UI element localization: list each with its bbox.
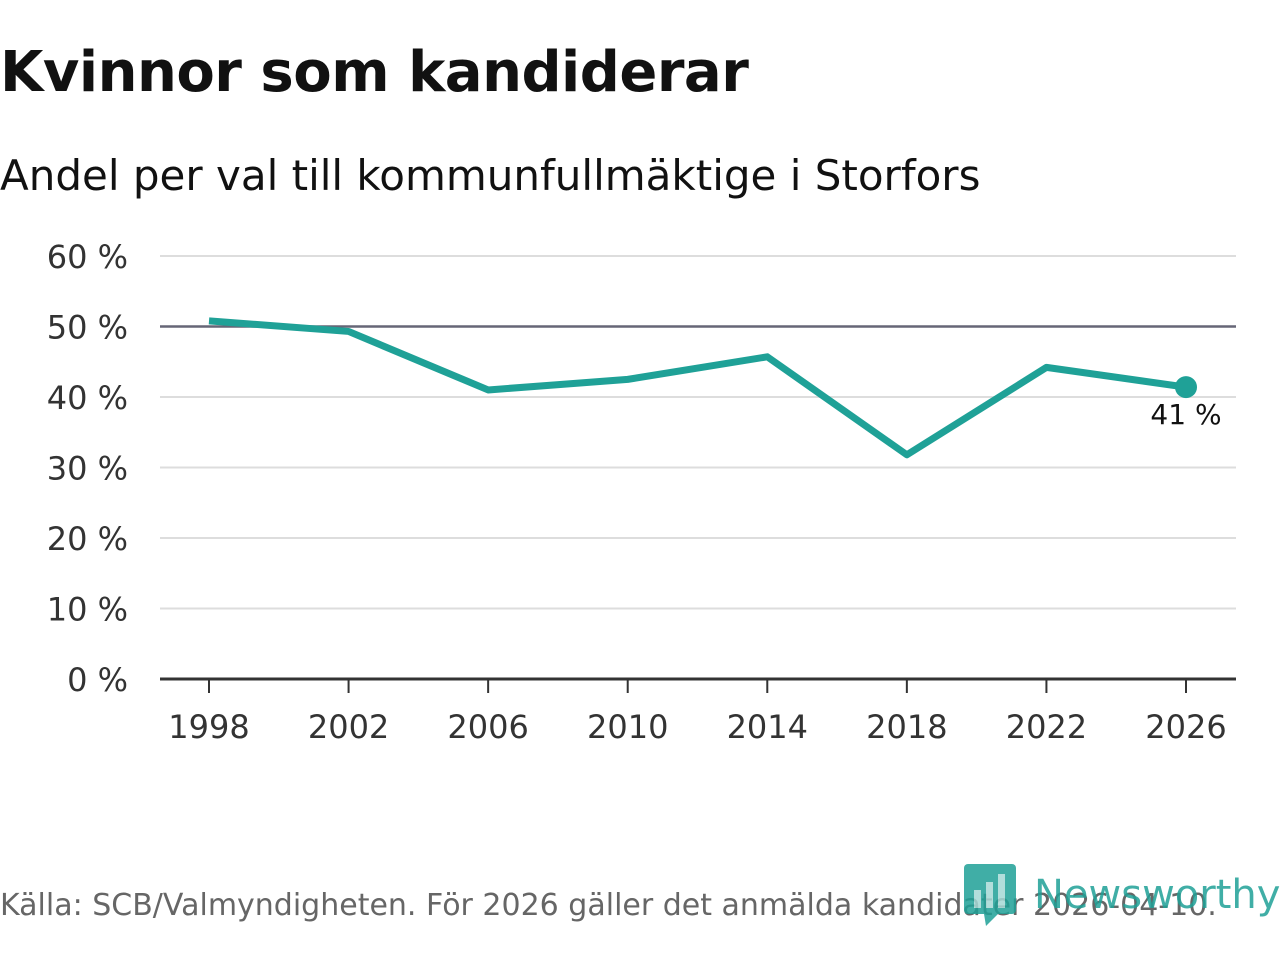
x-tick-label-2022: 2022 (1006, 708, 1087, 746)
series: 41 % (208, 317, 1222, 459)
y-tick-label-30: 30 % (47, 450, 128, 488)
y-tick-label-20: 20 % (47, 520, 128, 558)
x-tick-label-2018: 2018 (866, 708, 947, 746)
end-value-label: 41 % (1150, 398, 1221, 431)
newsworthy-logo: Newsworthy (964, 864, 1280, 926)
x-tick-label-2002: 2002 (308, 708, 389, 746)
y-axis-tick-labels: 0 % 10 % 20 % 30 % 40 % 50 % 60 % (47, 238, 128, 699)
series-line-0 (208, 317, 1187, 459)
x-tick-label-2010: 2010 (587, 708, 668, 746)
y-tick-label-40: 40 % (47, 379, 128, 417)
chart-subtitle: Andel per val till kommunfullmäktige i S… (0, 151, 981, 200)
x-axis (160, 677, 1236, 693)
grid-lines (160, 255, 1236, 610)
x-tick-label-2026: 2026 (1145, 708, 1226, 746)
y-tick-label-50: 50 % (47, 309, 128, 347)
brand-name: Newsworthy (1034, 872, 1280, 918)
x-tick-label-2006: 2006 (447, 708, 528, 746)
x-axis-tick-labels: 1998 2002 2006 2010 2014 2018 2022 2026 (168, 708, 1226, 746)
x-tick-label-1998: 1998 (168, 708, 249, 746)
y-tick-label-0: 0 % (67, 661, 128, 699)
chart-title: Kvinnor som kandiderar (0, 40, 749, 105)
x-tick-label-2014: 2014 (727, 708, 808, 746)
y-tick-label-10: 10 % (47, 591, 128, 629)
y-tick-label-60: 60 % (47, 238, 128, 276)
newsworthy-icon (964, 864, 1016, 926)
data-point-2026 (1175, 376, 1197, 399)
